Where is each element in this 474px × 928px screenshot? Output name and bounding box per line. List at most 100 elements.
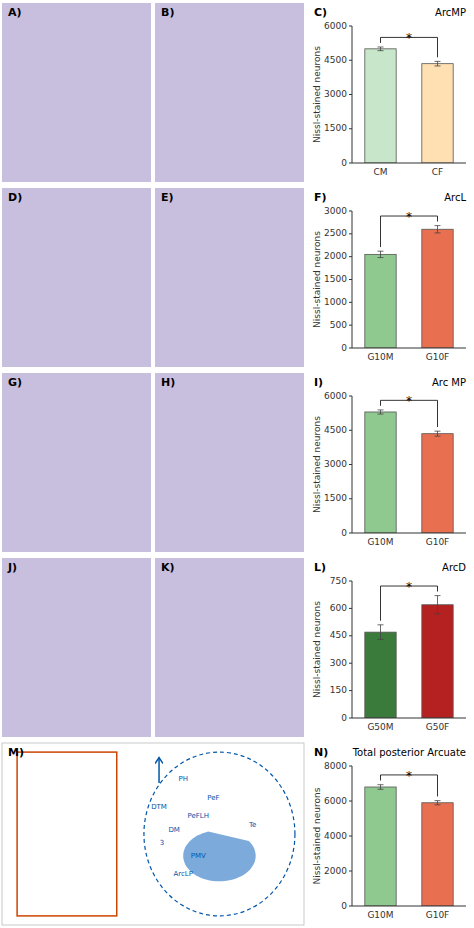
error-bar xyxy=(378,410,384,414)
panel-label: A) xyxy=(8,6,22,19)
hypothalamus-region xyxy=(183,832,256,882)
y-tick xyxy=(349,690,352,691)
y-tick xyxy=(349,906,352,907)
bar xyxy=(365,787,396,906)
y-tick-label: 1000 xyxy=(324,297,347,307)
section-outline xyxy=(17,752,117,916)
panel-label: J) xyxy=(7,561,17,574)
region-label: PeF xyxy=(207,794,219,802)
y-tick xyxy=(349,581,352,582)
region-label: ArcLP xyxy=(173,870,192,878)
region-label: PH xyxy=(178,775,188,783)
y-tick-label: 600 xyxy=(330,603,347,613)
y-tick-label: 4500 xyxy=(324,55,347,65)
error-stem xyxy=(437,801,438,805)
x-tick-label: G10F xyxy=(426,352,450,362)
region-label: Te xyxy=(248,821,256,829)
error-bar xyxy=(435,61,441,66)
panel-label: I) xyxy=(314,376,323,389)
marks xyxy=(365,785,453,906)
bar xyxy=(365,49,396,163)
error-cap xyxy=(435,595,441,596)
marks xyxy=(365,596,453,718)
region-label: PeFLH xyxy=(188,812,209,820)
y-tick xyxy=(349,60,352,61)
x-tick-label: G10F xyxy=(426,910,450,920)
y-tick-label: 2000 xyxy=(324,251,347,261)
y-tick-label: 6000 xyxy=(324,391,347,401)
y-tick xyxy=(349,836,352,837)
bar-chart: 02000400060008000G10MG10FNissl-stained n… xyxy=(312,746,466,920)
chart-title: ArcL xyxy=(444,192,466,203)
error-stem xyxy=(437,431,438,436)
y-tick xyxy=(349,766,352,767)
significance-star: * xyxy=(406,580,412,594)
y-tick xyxy=(349,464,352,465)
x-tick-label: G10F xyxy=(426,537,450,547)
y-tick xyxy=(349,396,352,397)
x-tick-label: CF xyxy=(432,167,443,177)
x-axis xyxy=(352,533,466,534)
error-stem xyxy=(380,625,381,640)
diagram-frame xyxy=(2,743,304,925)
bar-chart: 01500300045006000CMCFNissl-stained neuro… xyxy=(312,6,466,177)
error-cap xyxy=(378,784,384,785)
y-tick-label: 450 xyxy=(330,630,347,640)
y-tick-label: 2000 xyxy=(324,866,347,876)
y-tick-label: 3000 xyxy=(324,89,347,99)
y-tick-label: 300 xyxy=(330,658,347,668)
y-tick xyxy=(349,94,352,95)
photo-panel xyxy=(155,188,304,367)
error-stem xyxy=(380,785,381,790)
error-cap xyxy=(378,47,384,48)
bar-chart: 01500300045006000G10MG10FNissl-stained n… xyxy=(312,376,466,547)
chart-title: ArcMP xyxy=(435,7,466,18)
panel-label: B) xyxy=(161,6,174,19)
error-bar xyxy=(378,785,384,790)
y-axis-label: Nissl-stained neurons xyxy=(312,601,322,698)
error-bar xyxy=(435,596,441,614)
error-cap xyxy=(435,800,441,801)
error-cap xyxy=(378,414,384,415)
panel-label: L) xyxy=(314,561,326,574)
x-axis xyxy=(352,718,466,719)
y-tick xyxy=(349,26,352,27)
error-cap xyxy=(435,61,441,62)
bar xyxy=(365,412,396,533)
region-label: PMV xyxy=(191,852,206,860)
y-axis-label: Nissl-stained neurons xyxy=(312,231,322,328)
y-tick xyxy=(349,801,352,802)
x-tick-label: G10M xyxy=(367,352,393,362)
region-label: 3 xyxy=(160,839,164,847)
x-tick-label: G50M xyxy=(367,722,393,732)
marks xyxy=(365,226,453,348)
panel-label: N) xyxy=(314,746,328,759)
y-tick-label: 2500 xyxy=(324,228,347,238)
y-tick xyxy=(349,635,352,636)
chart-title: ArcD xyxy=(442,562,466,573)
error-stem xyxy=(437,61,438,66)
y-tick xyxy=(349,163,352,164)
y-tick-label: 4500 xyxy=(324,425,347,435)
error-cap xyxy=(378,789,384,790)
y-axis-label: Nissl-stained neurons xyxy=(312,787,322,884)
error-cap xyxy=(378,624,384,625)
x-tick-label: CM xyxy=(373,167,387,177)
y-tick-label: 0 xyxy=(341,528,347,538)
region-label: DTM xyxy=(151,803,167,811)
x-tick-label: G10M xyxy=(367,537,393,547)
y-tick xyxy=(349,211,352,212)
y-tick xyxy=(349,256,352,257)
photo-panel xyxy=(155,373,304,552)
marks xyxy=(365,410,453,533)
bar-chart: 050010001500200025003000G10MG10FNissl-st… xyxy=(312,191,466,362)
x-tick-label: G50F xyxy=(426,722,450,732)
y-tick xyxy=(349,302,352,303)
photo-panel xyxy=(2,373,151,552)
y-tick-label: 150 xyxy=(330,685,347,695)
photo-panel xyxy=(2,558,151,737)
y-tick-label: 500 xyxy=(330,320,347,330)
error-cap xyxy=(435,225,441,226)
y-tick-label: 8000 xyxy=(324,761,347,771)
bar-chart: 0150300450600750G50MG50FNissl-stained ne… xyxy=(312,561,466,732)
